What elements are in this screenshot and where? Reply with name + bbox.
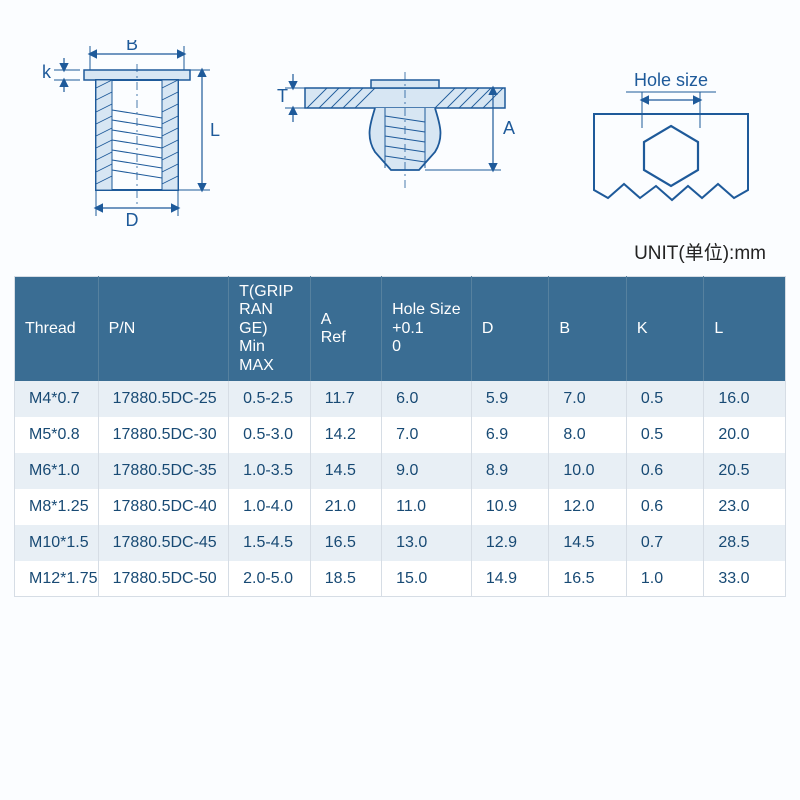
dim-k-label: k xyxy=(42,62,52,82)
cell-thread: M6*1.0 xyxy=(15,453,99,489)
cell-thread: M8*1.25 xyxy=(15,489,99,525)
diagram-middle: T A xyxy=(275,60,535,230)
cell-aref: 16.5 xyxy=(310,525,381,561)
cell-tgrip: 1.0-3.5 xyxy=(229,453,311,489)
dim-B-label: B xyxy=(126,40,138,54)
cell-aref: 14.5 xyxy=(310,453,381,489)
cell-pn: 17880.5DC-40 xyxy=(98,489,229,525)
cell-thread: M12*1.75 xyxy=(15,561,99,597)
cell-aref: 14.2 xyxy=(310,417,381,453)
cell-thread: M10*1.5 xyxy=(15,525,99,561)
col-thread: Thread xyxy=(15,277,99,381)
cell-thread: M4*0.7 xyxy=(15,381,99,417)
cell-D: 14.9 xyxy=(471,561,549,597)
cell-K: 0.5 xyxy=(626,417,704,453)
dim-holesize-label: Hole size xyxy=(634,70,708,90)
spec-table: ThreadP/NT(GRIPRAN GE)Min MAXARefHole Si… xyxy=(14,276,786,597)
col-D: D xyxy=(471,277,549,381)
cell-tgrip: 1.5-4.5 xyxy=(229,525,311,561)
cell-D: 10.9 xyxy=(471,489,549,525)
col-tgrip: T(GRIPRAN GE)Min MAX xyxy=(229,277,311,381)
cell-D: 8.9 xyxy=(471,453,549,489)
cell-D: 6.9 xyxy=(471,417,549,453)
unit-label: UNIT(单位):mm xyxy=(634,238,766,265)
table-row: M12*1.7517880.5DC-502.0-5.018.515.014.91… xyxy=(15,561,786,597)
table-row: M4*0.717880.5DC-250.5-2.511.76.05.97.00.… xyxy=(15,381,786,417)
cell-tgrip: 2.0-5.0 xyxy=(229,561,311,597)
cell-holesize: 15.0 xyxy=(382,561,472,597)
table-row: M8*1.2517880.5DC-401.0-4.021.011.010.912… xyxy=(15,489,786,525)
diagram-left: B k xyxy=(34,40,234,230)
cell-L: 33.0 xyxy=(704,561,786,597)
table-header-row: ThreadP/NT(GRIPRAN GE)Min MAXARefHole Si… xyxy=(15,277,786,381)
cell-aref: 21.0 xyxy=(310,489,381,525)
cell-K: 0.6 xyxy=(626,489,704,525)
cell-B: 12.0 xyxy=(549,489,627,525)
cell-B: 10.0 xyxy=(549,453,627,489)
col-pn: P/N xyxy=(98,277,229,381)
cell-tgrip: 0.5-3.0 xyxy=(229,417,311,453)
cell-K: 0.6 xyxy=(626,453,704,489)
table-row: M5*0.817880.5DC-300.5-3.014.27.06.98.00.… xyxy=(15,417,786,453)
cell-K: 1.0 xyxy=(626,561,704,597)
cell-holesize: 7.0 xyxy=(382,417,472,453)
cell-B: 7.0 xyxy=(549,381,627,417)
cell-pn: 17880.5DC-25 xyxy=(98,381,229,417)
cell-D: 12.9 xyxy=(471,525,549,561)
dim-A-label: A xyxy=(503,118,515,138)
col-B: B xyxy=(549,277,627,381)
cell-pn: 17880.5DC-35 xyxy=(98,453,229,489)
cell-L: 23.0 xyxy=(704,489,786,525)
cell-K: 0.7 xyxy=(626,525,704,561)
cell-L: 28.5 xyxy=(704,525,786,561)
dim-T-label: T xyxy=(277,86,288,106)
spec-table-wrap: ThreadP/NT(GRIPRAN GE)Min MAXARefHole Si… xyxy=(14,276,786,597)
cell-holesize: 6.0 xyxy=(382,381,472,417)
table-row: M10*1.517880.5DC-451.5-4.516.513.012.914… xyxy=(15,525,786,561)
cell-L: 16.0 xyxy=(704,381,786,417)
cell-B: 16.5 xyxy=(549,561,627,597)
col-aref: ARef xyxy=(310,277,381,381)
col-K: K xyxy=(626,277,704,381)
col-holesize: Hole Size+0.10 xyxy=(382,277,472,381)
cell-holesize: 9.0 xyxy=(382,453,472,489)
cell-tgrip: 0.5-2.5 xyxy=(229,381,311,417)
cell-D: 5.9 xyxy=(471,381,549,417)
diagrams-row: B k xyxy=(0,0,800,230)
cell-pn: 17880.5DC-45 xyxy=(98,525,229,561)
cell-pn: 17880.5DC-50 xyxy=(98,561,229,597)
table-row: M6*1.017880.5DC-351.0-3.514.59.08.910.00… xyxy=(15,453,786,489)
cell-tgrip: 1.0-4.0 xyxy=(229,489,311,525)
cell-aref: 18.5 xyxy=(310,561,381,597)
cell-B: 14.5 xyxy=(549,525,627,561)
cell-B: 8.0 xyxy=(549,417,627,453)
cell-holesize: 11.0 xyxy=(382,489,472,525)
cell-aref: 11.7 xyxy=(310,381,381,417)
dim-L-label: L xyxy=(210,120,220,140)
cell-L: 20.0 xyxy=(704,417,786,453)
col-L: L xyxy=(704,277,786,381)
cell-L: 20.5 xyxy=(704,453,786,489)
cell-K: 0.5 xyxy=(626,381,704,417)
dim-D-label: D xyxy=(126,210,139,230)
cell-holesize: 13.0 xyxy=(382,525,472,561)
cell-thread: M5*0.8 xyxy=(15,417,99,453)
cell-pn: 17880.5DC-30 xyxy=(98,417,229,453)
diagram-right: Hole size xyxy=(576,70,766,230)
